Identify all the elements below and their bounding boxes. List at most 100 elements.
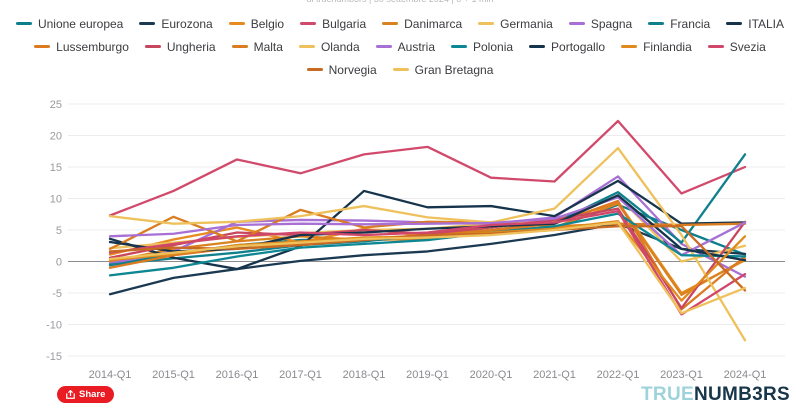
legend-item-danimarca[interactable]: Danimarca (382, 18, 462, 30)
legend-item-unione-europea[interactable]: Unione europea (15, 16, 124, 31)
legend-item-label: Belgio (250, 16, 285, 31)
x-axis-tick-label: 2017-Q1 (279, 369, 322, 381)
x-axis-tick-label: 2019-Q1 (406, 369, 449, 381)
legend-item-portogallo[interactable]: Portogallo (529, 41, 605, 53)
x-axis-tick-label: 2014-Q1 (89, 369, 132, 381)
legend-item-finlandia[interactable]: Finlandia (621, 41, 692, 53)
legend-item-label: Bulgaria (322, 16, 367, 31)
legend-item-label: Olanda (320, 39, 360, 54)
legend-swatch-icon (298, 45, 315, 48)
x-axis-tick-label: 2023-Q1 (660, 369, 703, 381)
series-line-ungheria[interactable] (108, 207, 747, 310)
x-axis-tick-label: 2020-Q1 (470, 369, 513, 381)
x-axis-tick-label: 2018-Q1 (343, 369, 386, 381)
legend-swatch-icon (478, 22, 495, 25)
series-line-malta[interactable] (108, 208, 747, 251)
legend-swatch-icon (144, 45, 161, 48)
line-chart: 25 20 15 10 5 0 -5 -10 -15 2014-Q1 2015-Q1 2016-Q1 2… (46, 99, 785, 381)
legend-item-label: Eurozona (161, 16, 213, 31)
x-axis-tick-label: 2021-Q1 (533, 369, 576, 381)
legend-item-label: Malta (253, 39, 283, 54)
legend-item-gran-bretagna[interactable]: Gran Bretagna (392, 62, 494, 77)
share-button[interactable]: Share (57, 386, 115, 403)
legend-item-label: Portogallo (551, 39, 606, 54)
series-line-austria[interactable] (108, 196, 747, 257)
legend-item-svezia[interactable]: Svezia (707, 39, 766, 54)
legend-item-polonia[interactable]: Polonia (451, 41, 513, 53)
legend-swatch-icon (726, 22, 743, 25)
x-axis-tick-label: 2015-Q1 (152, 369, 195, 381)
legend-swatch-icon (139, 22, 156, 25)
legend-item-label: Polonia (473, 39, 514, 54)
legend-item-label: ITALIA (748, 16, 785, 31)
series-line-bulgaria[interactable] (108, 119, 747, 217)
y-axis-tick-label: 15 (50, 162, 62, 174)
y-axis-tick-label: 25 (50, 99, 62, 111)
chart-legend: Unione europea Eurozona Belgio Bulgaria Dani… (0, 12, 800, 81)
series-line-danimarca[interactable] (108, 202, 747, 297)
y-axis-tick-label: 5 (56, 225, 62, 237)
legend-swatch-icon (306, 68, 323, 71)
legend-item-label: Gran Bretagna (414, 62, 494, 77)
legend-item-label: Germania (500, 16, 553, 31)
caption-text: di truenumb3rs | 30 settembre 2024 | 0 +… (0, 0, 800, 4)
legend-swatch-icon (392, 68, 409, 71)
legend-item-eurozona[interactable]: Eurozona (139, 16, 213, 31)
legend-item-label: Norvegia (328, 62, 377, 77)
y-axis-tick-label: -15 (46, 351, 62, 363)
legend-row-1: Unione europea Eurozona Belgio Bulgaria Dani… (0, 12, 800, 35)
legend-item-label: Lussemburgo (56, 39, 129, 54)
legend-item-bulgaria[interactable]: Bulgaria (300, 18, 366, 30)
y-axis-tick-label: 20 (50, 131, 62, 143)
legend-item-label: Finlandia (643, 39, 692, 54)
series-line-polonia[interactable] (108, 212, 747, 277)
series-line-portogallo[interactable] (108, 194, 747, 262)
caption-strip: di truenumb3rs | 30 settembre 2024 | 0 +… (0, 0, 800, 9)
legend-item-germania[interactable]: Germania (478, 18, 553, 30)
legend-swatch-icon (568, 22, 585, 25)
y-axis-tick-label: -5 (52, 288, 62, 300)
left-rail (0, 0, 14, 410)
legend-item-francia[interactable]: Francia (648, 18, 710, 30)
brand-logo: TRUENUMB3RS (641, 385, 790, 404)
legend-row-3: Norvegia Gran Bretagna (0, 58, 800, 81)
legend-swatch-icon (228, 22, 245, 25)
legend-swatch-icon (375, 45, 392, 48)
legend-row-2: Lussemburgo Ungheria Malta Olanda Austria Pol… (0, 35, 800, 58)
x-axis-tick-label: 2024-Q1 (724, 369, 767, 381)
legend-item-label: Danimarca (404, 16, 463, 31)
legend-swatch-icon (451, 45, 467, 48)
series-line-olanda[interactable] (108, 146, 747, 342)
legend-item-austria[interactable]: Austria (375, 39, 435, 54)
legend-item-label: Unione europea (37, 16, 124, 31)
legend-swatch-icon (648, 22, 665, 25)
series-line-italia[interactable] (108, 179, 747, 271)
series-line-svezia[interactable] (108, 209, 747, 316)
legend-swatch-icon (231, 45, 248, 48)
legend-item-spagna[interactable]: Spagna (568, 18, 632, 30)
legend-item-italia[interactable]: ITALIA (726, 18, 784, 30)
legend-item-label: Svezia (729, 39, 766, 54)
series-line-gran-bretagna[interactable] (108, 221, 747, 315)
footer-bar: Share TRUENUMB3RS (0, 382, 800, 410)
brand-logo-first: TRUE (641, 384, 694, 405)
share-label: Share (79, 389, 106, 400)
legend-swatch-icon (621, 45, 638, 48)
legend-swatch-icon (300, 22, 317, 25)
legend-item-label: Austria (397, 39, 435, 54)
brand-logo-second: NUMB3RS (693, 384, 790, 405)
x-axis-tick-label: 2022-Q1 (597, 369, 640, 381)
legend-item-belgio[interactable]: Belgio (228, 16, 285, 31)
legend-item-malta[interactable]: Malta (231, 39, 283, 54)
legend-item-norvegia[interactable]: Norvegia (306, 62, 377, 77)
legend-item-label: Ungheria (166, 39, 216, 54)
x-axis-tick-label: 2016-Q1 (216, 369, 259, 381)
legend-item-olanda[interactable]: Olanda (298, 39, 360, 54)
legend-item-lussemburgo[interactable]: Lussemburgo (34, 41, 129, 53)
y-axis-tick-label: -10 (46, 320, 62, 332)
legend-item-ungheria[interactable]: Ungheria (144, 39, 216, 54)
legend-item-label: Francia (670, 16, 711, 31)
legend-swatch-icon (529, 45, 546, 48)
legend-swatch-icon (382, 22, 399, 25)
legend-swatch-icon (34, 45, 51, 48)
